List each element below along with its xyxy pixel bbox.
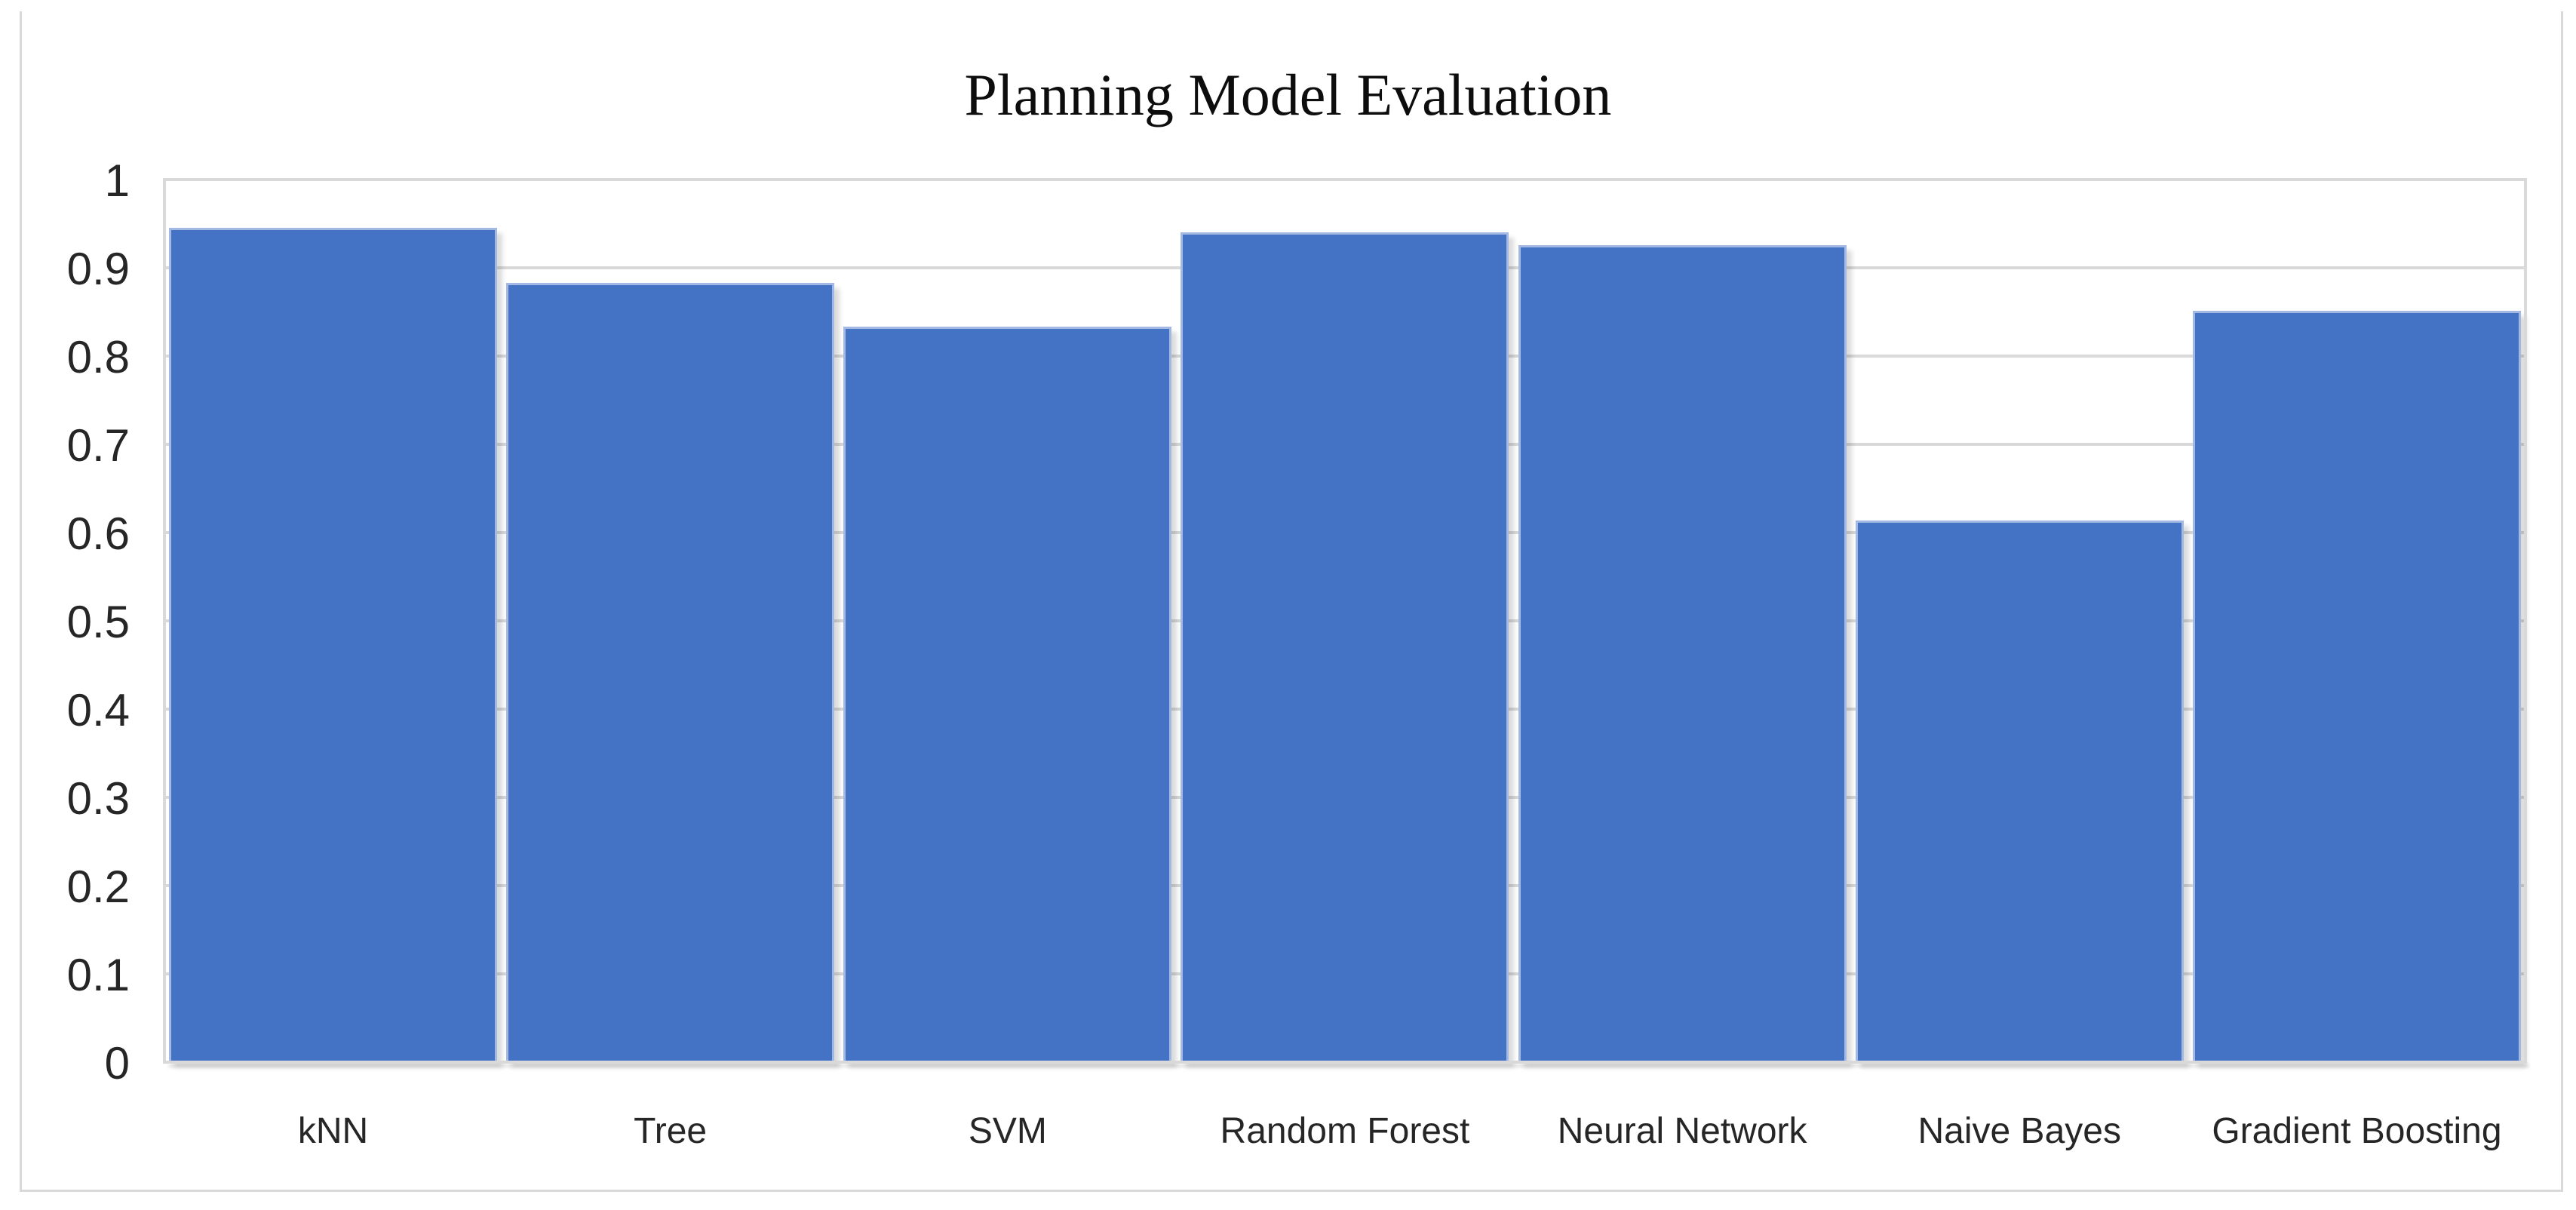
- y-tick-label: 0: [104, 1038, 130, 1089]
- x-tick-label: SVM: [968, 1111, 1047, 1151]
- y-tick-label: 0.1: [66, 950, 130, 1000]
- x-tick-label: Naive Bayes: [1917, 1111, 2121, 1151]
- y-tick-label: 0.2: [66, 861, 130, 912]
- bar-svm: [843, 327, 1172, 1062]
- bar-knn: [169, 228, 498, 1062]
- bar-naive-bayes: [1855, 520, 2184, 1062]
- chart-title: Planning Model Evaluation: [964, 62, 1612, 127]
- y-tick-label: 0.7: [66, 420, 130, 471]
- x-tick-label: Neural Network: [1557, 1111, 1807, 1151]
- y-tick-label: 0.4: [66, 685, 130, 736]
- y-tick-label: 0.3: [66, 773, 130, 824]
- plot-frame-right: [2524, 178, 2527, 1064]
- bar-random-forest: [1181, 232, 1509, 1062]
- bar-tree: [506, 282, 835, 1062]
- bar-neural-network: [1518, 244, 1847, 1062]
- y-tick-label: 0.5: [66, 597, 130, 647]
- x-tick-label: Tree: [634, 1111, 708, 1151]
- y-tick-label: 0.6: [66, 508, 130, 559]
- y-tick-label: 0.8: [66, 332, 130, 382]
- bar-gradient-boosting: [2192, 311, 2521, 1062]
- plot-frame-left: [163, 178, 166, 1064]
- plot-frame-bottom: [164, 1061, 2525, 1064]
- x-tick-label: Random Forest: [1220, 1111, 1470, 1151]
- y-tick-label: 1: [104, 155, 130, 206]
- x-tick-label: Gradient Boosting: [2212, 1111, 2502, 1151]
- y-tick-label: 0.9: [66, 244, 130, 294]
- plot-area: [163, 178, 2527, 1064]
- x-tick-label: kNN: [297, 1111, 369, 1151]
- plot-frame-top: [164, 178, 2525, 181]
